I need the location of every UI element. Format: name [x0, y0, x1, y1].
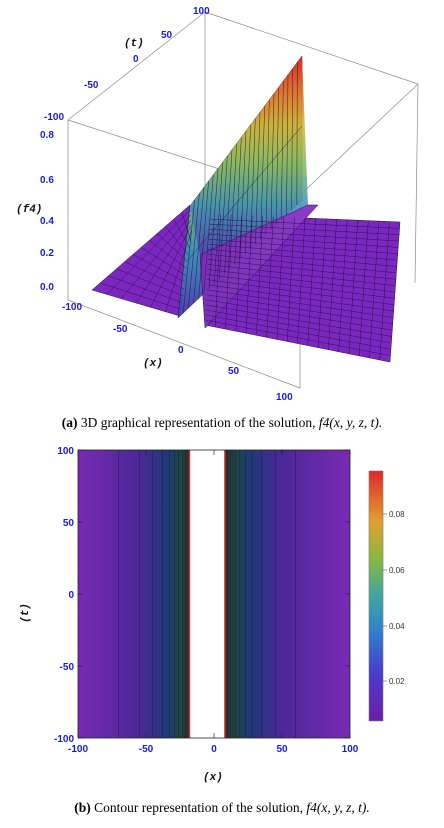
contour-x-tick-label: -100 — [68, 744, 88, 755]
contour-axes: -100 -50 0 50 100 100 50 0 -50 -100 — [54, 446, 359, 755]
t-tick-label: 50 — [161, 30, 173, 41]
x-tick-label: -50 — [113, 324, 128, 335]
x-tick-label: 0 — [178, 345, 184, 356]
contour-field — [78, 450, 350, 738]
caption-b-func: f4(x, y, z, t). — [306, 800, 370, 815]
contour-y-tick-label: 50 — [63, 518, 75, 529]
t-tick-label: -50 — [84, 80, 99, 91]
caption-b: (b) Contour representation of the soluti… — [0, 800, 444, 816]
z-tick-label: 0.0 — [40, 282, 54, 293]
caption-b-text: Contour representation of the solution, — [94, 800, 303, 815]
t-axis-label: (t) — [124, 38, 144, 50]
t-tick-label: 100 — [193, 6, 210, 17]
caption-a-label: (a) — [61, 415, 78, 430]
z-axis-ticks: 0.8 0.6 0.4 0.2 0.0 — [40, 130, 54, 293]
t-tick-label: -100 — [44, 112, 64, 123]
contour-plot: -100 -50 0 50 100 100 50 0 -50 -100 0.08 0.06 0.0… — [20, 446, 405, 783]
contour-y-tick-label: 100 — [57, 446, 74, 457]
z-tick-label: 0.2 — [40, 248, 54, 259]
caption-b-label: (b) — [74, 800, 91, 815]
surface-base-left — [91, 204, 193, 317]
bounding-box — [67, 11, 419, 388]
contour-x-tick-label: 50 — [276, 744, 288, 755]
colorbar-tick-label: 0.08 — [389, 510, 405, 519]
x-tick-label: 50 — [228, 366, 240, 377]
t-tick-label: 0 — [133, 54, 139, 65]
caption-a: (a) 3D graphical representation of the s… — [0, 415, 444, 431]
contour-y-tick-label: 0 — [68, 590, 74, 601]
surface-plot-3d: 0.8 0.6 0.4 0.2 0.0 100 50 0 -50 -100 -1… — [16, 6, 419, 403]
x-axis-ticks: -100 -50 0 50 100 — [62, 302, 293, 403]
contour-x-tick-label: 0 — [211, 744, 217, 755]
z-tick-label: 0.4 — [40, 216, 54, 227]
colorbar-tick-label: 0.02 — [389, 677, 405, 686]
contour-x-axis-label: (x) — [203, 772, 223, 783]
contour-x-tick-label: 100 — [342, 744, 359, 755]
contour-y-tick-label: -50 — [60, 662, 75, 673]
caption-a-text: 3D graphical representation of the solut… — [80, 415, 316, 430]
colorbar-tick-label: 0.06 — [389, 566, 405, 575]
contour-y-tick-label: -100 — [54, 734, 74, 745]
t-axis-ticks: 100 50 0 -50 -100 — [44, 6, 210, 123]
contour-x-tick-label: -50 — [139, 744, 154, 755]
z-tick-label: 0.8 — [40, 130, 54, 141]
x-tick-label: -100 — [62, 302, 82, 313]
z-axis-label: (f4) — [16, 204, 42, 216]
z-tick-label: 0.6 — [40, 175, 54, 186]
surface-mesh — [100, 62, 400, 360]
caption-a-func: f4(x, y, z, t). — [318, 415, 383, 430]
contour-y-axis-label: (t) — [20, 603, 32, 623]
x-axis-label: (x) — [143, 358, 163, 370]
x-tick-label: 100 — [276, 392, 293, 403]
colorbar-tick-label: 0.04 — [389, 622, 405, 631]
colorbar: 0.08 0.06 0.04 0.02 — [368, 470, 405, 722]
